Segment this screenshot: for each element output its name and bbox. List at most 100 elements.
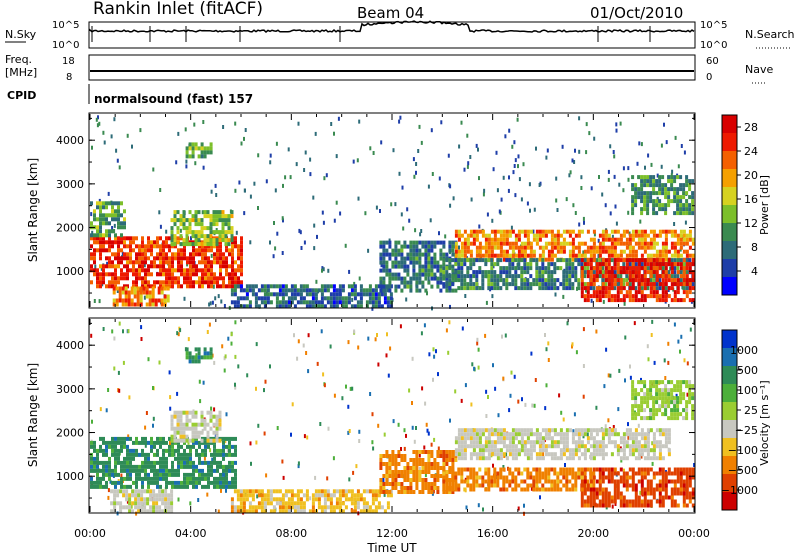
scatter-mark — [504, 134, 507, 139]
echo-cell — [116, 501, 120, 506]
echo-cell — [123, 264, 126, 269]
scatter-mark — [103, 140, 106, 145]
echo-cell — [108, 229, 111, 234]
echo-cell — [523, 452, 527, 457]
echo-cell — [191, 242, 195, 247]
scatter-mark — [484, 333, 487, 338]
echo-cell — [625, 294, 629, 299]
echo-cell — [164, 493, 168, 498]
echo-cell — [391, 260, 395, 265]
scatter-mark — [571, 344, 573, 349]
echo-cell — [290, 493, 294, 498]
scatter-mark — [206, 330, 209, 334]
echo-cell — [260, 300, 264, 305]
echo-cell — [168, 472, 171, 477]
echo-cell — [535, 278, 539, 283]
echo-cell — [263, 300, 267, 305]
scatter-mark — [319, 422, 322, 426]
echo-cell — [108, 201, 111, 206]
echo-cell — [266, 300, 270, 305]
echo-cell — [493, 270, 497, 275]
scatter-mark — [651, 461, 654, 466]
echo-cell — [219, 268, 222, 273]
echo-cell — [96, 480, 99, 485]
echo-cell — [628, 241, 632, 246]
echo-cell — [586, 290, 590, 295]
echo-cell — [194, 422, 198, 427]
echo-cell — [177, 472, 180, 477]
scatter-mark — [281, 216, 284, 221]
echo-cell — [442, 270, 446, 275]
echo-cell — [179, 242, 183, 247]
echo-cell — [99, 476, 102, 481]
echo-cell — [490, 270, 494, 275]
scatter-mark — [243, 136, 245, 141]
echo-cell — [685, 179, 689, 184]
echo-cell — [454, 452, 458, 457]
echo-cell — [529, 448, 533, 453]
echo-cell — [140, 505, 144, 510]
echo-cell — [111, 240, 114, 245]
echo-cell — [406, 272, 410, 277]
scatter-mark — [152, 167, 155, 172]
echo-cell — [293, 288, 297, 293]
echo-cell — [508, 274, 512, 279]
echo-cell — [174, 448, 177, 453]
echo-cell — [362, 292, 366, 297]
echo-cell — [673, 233, 677, 238]
echo-cell — [182, 410, 186, 415]
scatter-mark — [179, 328, 182, 333]
scatter-mark — [624, 335, 627, 340]
echo-cell — [356, 493, 360, 498]
echo-cell — [302, 493, 306, 498]
echo-cell — [634, 203, 638, 208]
echo-cell — [526, 229, 530, 234]
echo-cell — [124, 298, 128, 303]
echo-cell — [195, 264, 198, 269]
echo-cell — [682, 187, 686, 192]
echo-cell — [526, 266, 530, 271]
echo-cell — [691, 258, 695, 263]
scatter-mark — [329, 344, 332, 349]
echo-cell — [571, 253, 575, 258]
echo-cell — [685, 262, 689, 267]
echo-cell — [197, 210, 201, 215]
echo-cell — [424, 276, 428, 281]
echo-cell — [152, 493, 156, 498]
echo-cell — [151, 302, 155, 307]
echo-cell — [139, 298, 143, 303]
echo-cell — [105, 213, 108, 218]
echo-cell — [165, 276, 168, 281]
echo-cell — [646, 195, 650, 200]
echo-cell — [535, 436, 539, 441]
echo-cell — [185, 434, 189, 439]
echo-cell — [132, 264, 135, 269]
echo-cell — [508, 440, 512, 445]
echo-cell — [192, 264, 195, 269]
scatter-mark — [414, 228, 417, 233]
echo-cell — [102, 213, 105, 218]
scatter-mark — [304, 150, 307, 155]
echo-cell — [583, 428, 587, 433]
echo-cell — [559, 456, 563, 461]
echo-cell — [487, 428, 491, 433]
echo-cell — [206, 422, 210, 427]
echo-cell — [463, 428, 467, 433]
echo-cell — [658, 207, 662, 212]
echo-cell — [102, 233, 105, 238]
echo-cell — [227, 218, 231, 223]
echo-cell — [631, 187, 635, 192]
echo-cell — [688, 262, 692, 267]
echo-cell — [136, 290, 140, 295]
cpid-label: CPID — [7, 89, 36, 102]
echo-cell — [192, 468, 195, 473]
echo-cell — [108, 440, 111, 445]
echo-cell — [216, 452, 219, 457]
scatter-mark — [91, 230, 94, 235]
scatter-mark — [356, 158, 359, 163]
echo-cell — [269, 493, 273, 498]
echo-cell — [493, 262, 497, 267]
scatter-mark — [539, 495, 541, 500]
echo-cell — [463, 286, 467, 291]
echo-cell — [508, 270, 512, 275]
